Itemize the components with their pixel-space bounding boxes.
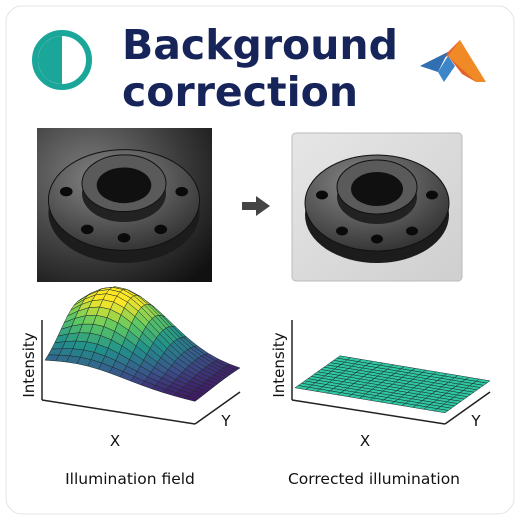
axis [194,391,241,425]
bolt-hole [117,233,131,243]
axis-label: X [360,432,370,450]
axis-label: Intensity [20,332,38,397]
flange [304,154,450,263]
title-line: Background [122,21,398,69]
arrow [242,196,270,216]
title-line: correction [122,68,358,116]
flange [47,149,201,263]
surface-cell [433,408,449,414]
bolt-hole [154,224,168,235]
axis [444,391,491,425]
axis-label: Y [470,412,481,430]
bore [96,167,152,204]
bolt-hole [59,186,73,197]
caption: Corrected illumination [288,470,460,488]
bolt-hole [316,190,328,200]
surface-plot: Intensity X Y [20,286,241,450]
bolt-hole [406,226,418,236]
bolt-hole [426,190,438,200]
caption: Illumination field [65,470,195,488]
bolt-hole [175,186,189,197]
bolt-hole [371,234,383,244]
axis-label: Intensity [270,332,288,397]
logo-icon [32,30,92,90]
bolt-hole [80,224,94,235]
surface-plot: Intensity X Y [270,320,491,450]
axis [291,399,446,425]
axis [41,399,196,425]
axis-label: Y [220,412,231,430]
bolt-hole [336,226,348,236]
surface-cell [183,395,199,402]
axis-label: X [110,432,120,450]
matlab-logo [420,40,486,82]
bore [351,172,403,206]
